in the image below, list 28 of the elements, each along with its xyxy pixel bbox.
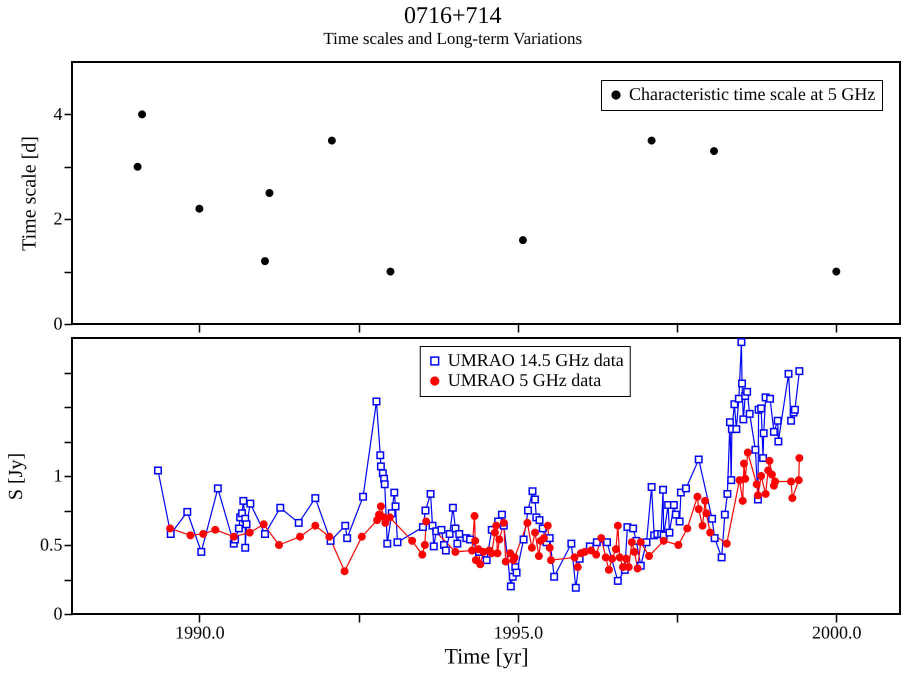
point (195, 204, 204, 213)
point (265, 189, 274, 197)
point (518, 236, 527, 244)
y-tick-label: 4 (54, 104, 62, 124)
y-axis-title: Time scale [d] (18, 136, 40, 251)
y-tick-label: 0 (54, 314, 62, 334)
legend-label: Characteristic time scale at 5 GHz (629, 84, 876, 104)
y-tick-label: 2 (54, 208, 62, 229)
y-tick-label: 1 (54, 466, 62, 486)
y-tick-label: 0 (54, 604, 62, 624)
chart-title: 0716+714 (404, 3, 502, 29)
legend-label: UMRAO 5 GHz data (448, 370, 602, 390)
y-tick-label: 0.5 (40, 534, 62, 554)
point (261, 257, 269, 266)
legend-label: UMRAO 14.5 GHz data (448, 350, 624, 370)
x-tick-label: 2000.0 (812, 622, 862, 642)
point (134, 162, 142, 171)
chart-subtitle: Time scales and Long-term Variations (323, 29, 582, 48)
x-tick-label: 1990.0 (175, 622, 225, 642)
point (710, 147, 718, 156)
point (648, 136, 656, 145)
x-tick-label: 1995.0 (494, 622, 544, 642)
point (386, 268, 394, 276)
point (832, 268, 840, 276)
x-axis-title: Time [yr] (444, 644, 529, 668)
point (138, 110, 146, 118)
y-axis-title: S [Jy] (5, 452, 27, 500)
point (328, 136, 336, 145)
